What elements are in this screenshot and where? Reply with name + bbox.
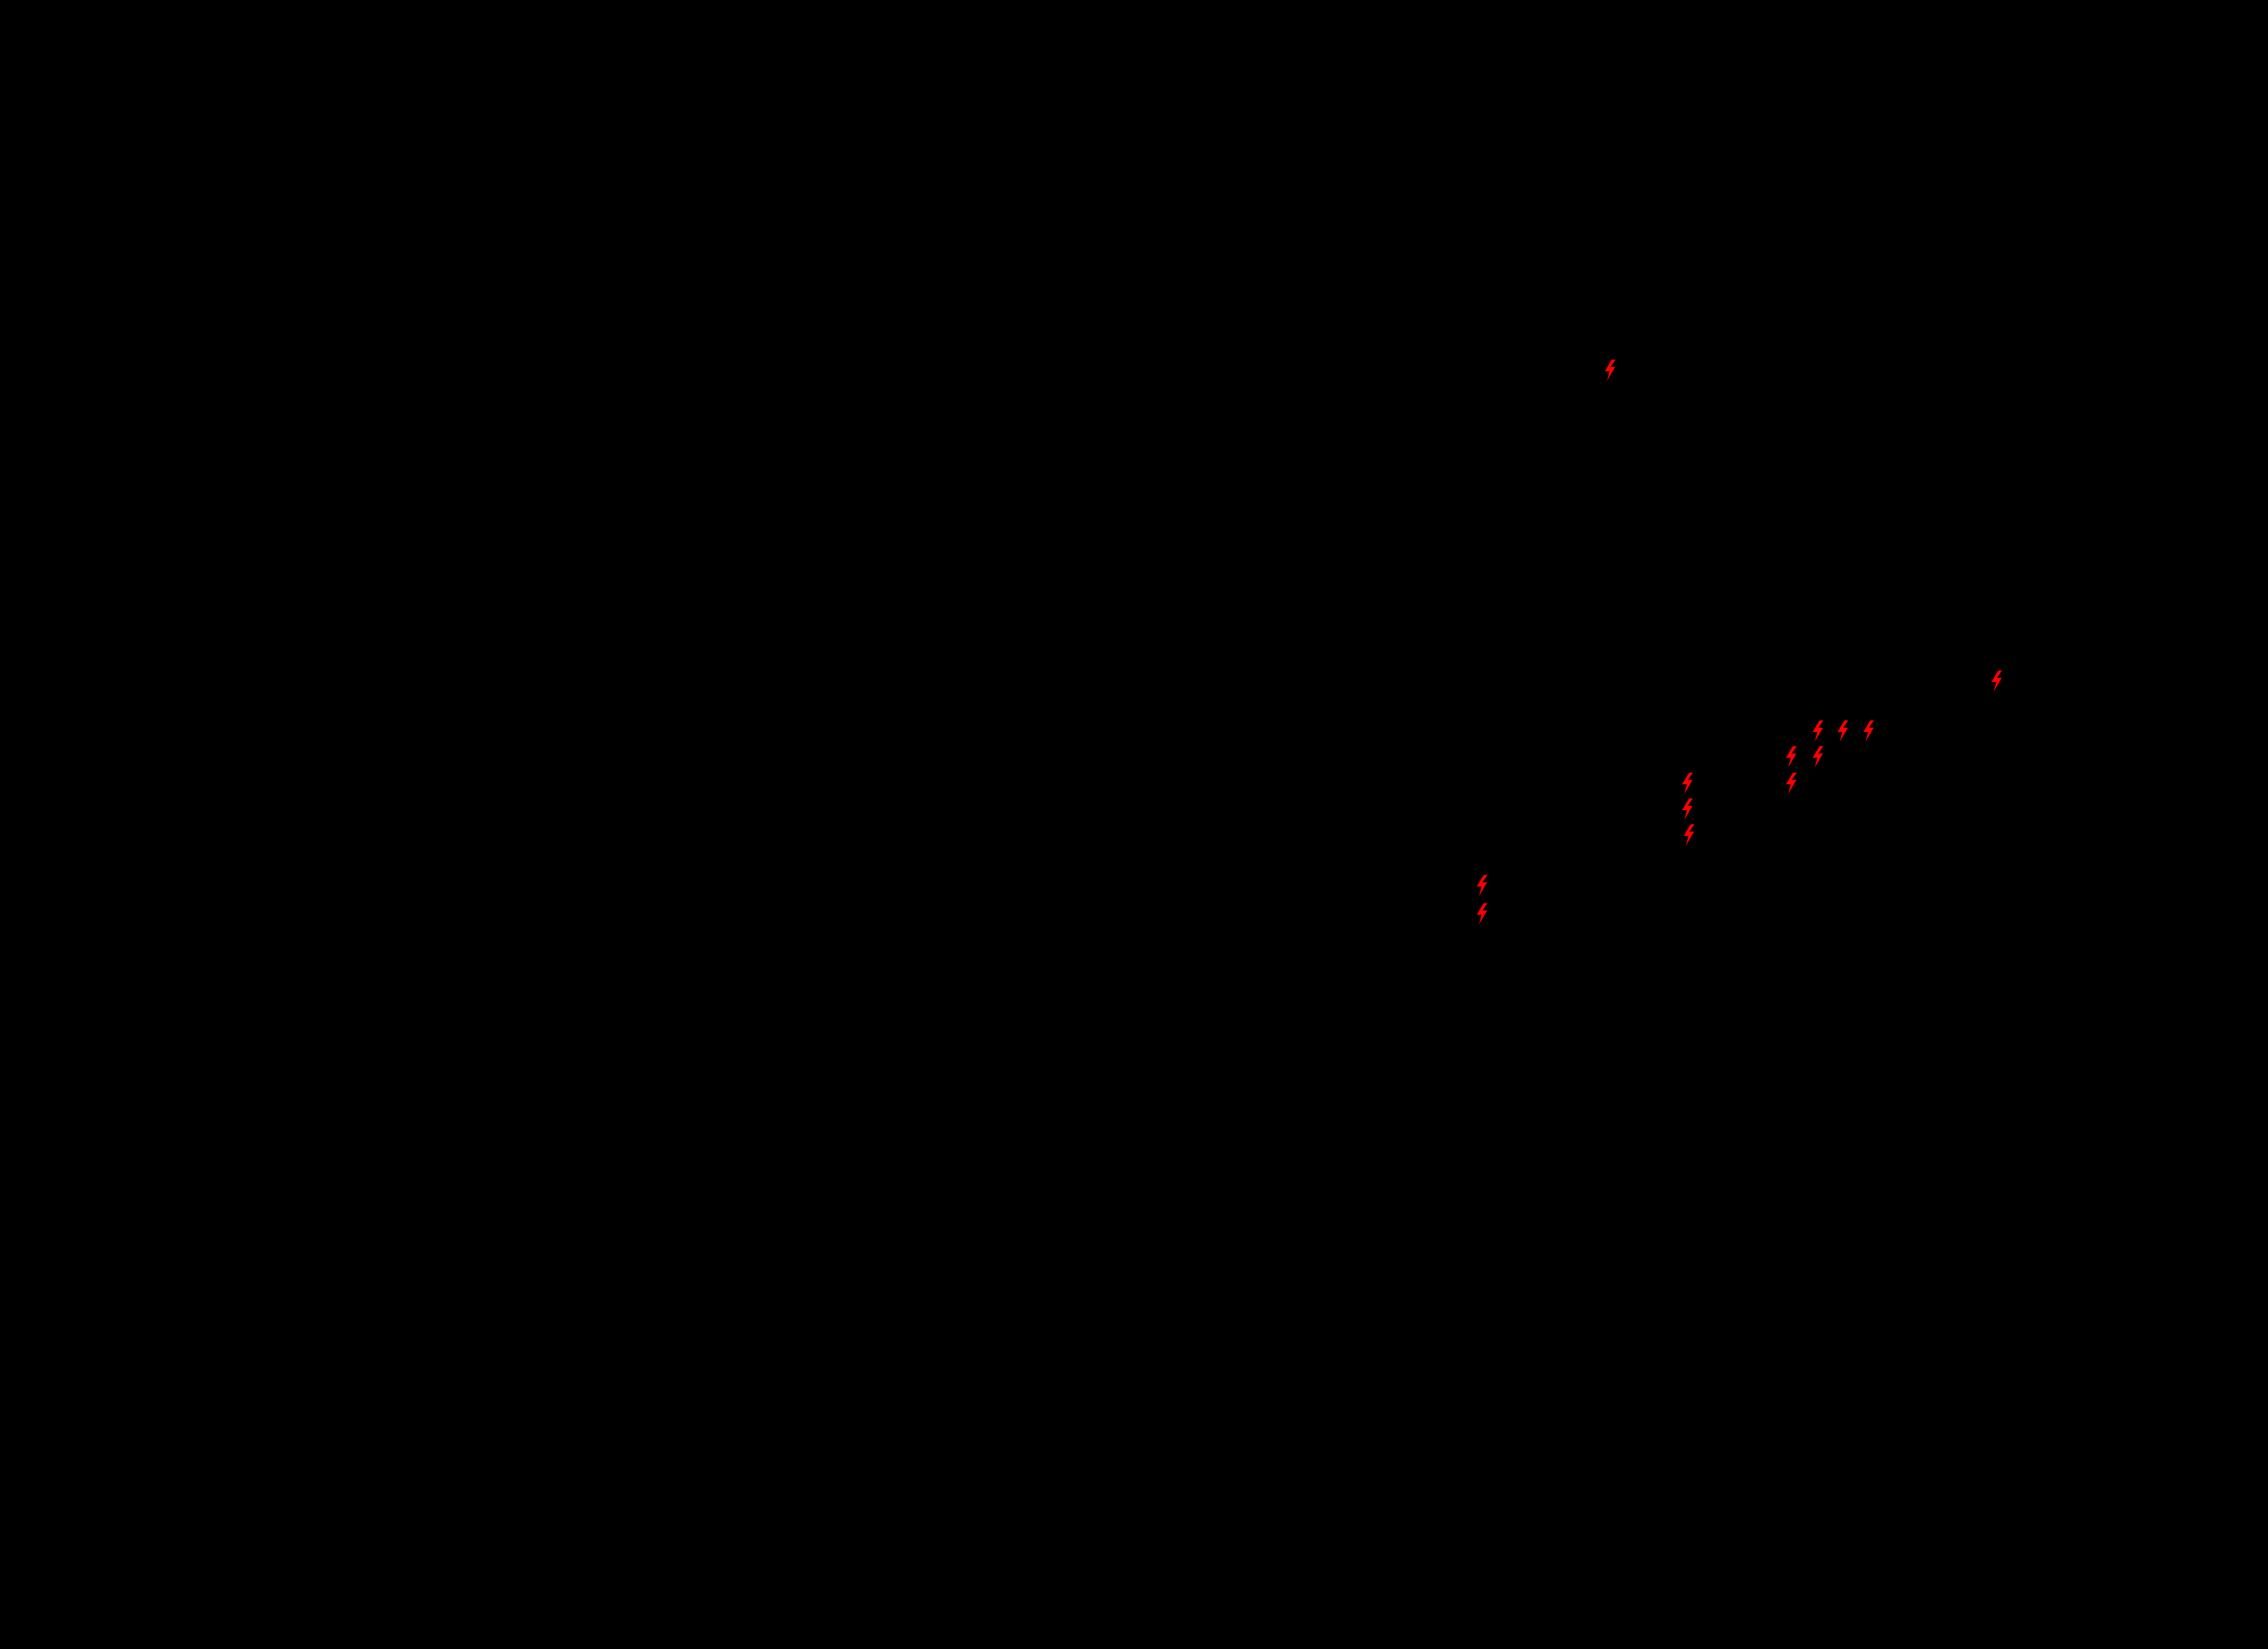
lightning-bolt-icon [1476,874,1488,897]
lightning-bolt-icon [1476,903,1488,925]
lightning-bolt-icon [1682,798,1694,820]
lightning-bolt-icon [1604,359,1616,382]
lightning-bolt-icon [1812,746,1824,768]
lightning-bolt-icon [1786,772,1798,795]
lightning-bolt-icon [1837,720,1849,742]
lightning-bolt-icon [1991,670,2003,692]
lightning-bolt-icon [1683,824,1695,846]
lightning-bolt-icon [1812,720,1824,742]
lightning-bolt-icon [1863,720,1875,742]
lightning-bolt-icon [1786,746,1798,768]
lightning-bolt-icon [1682,772,1694,795]
